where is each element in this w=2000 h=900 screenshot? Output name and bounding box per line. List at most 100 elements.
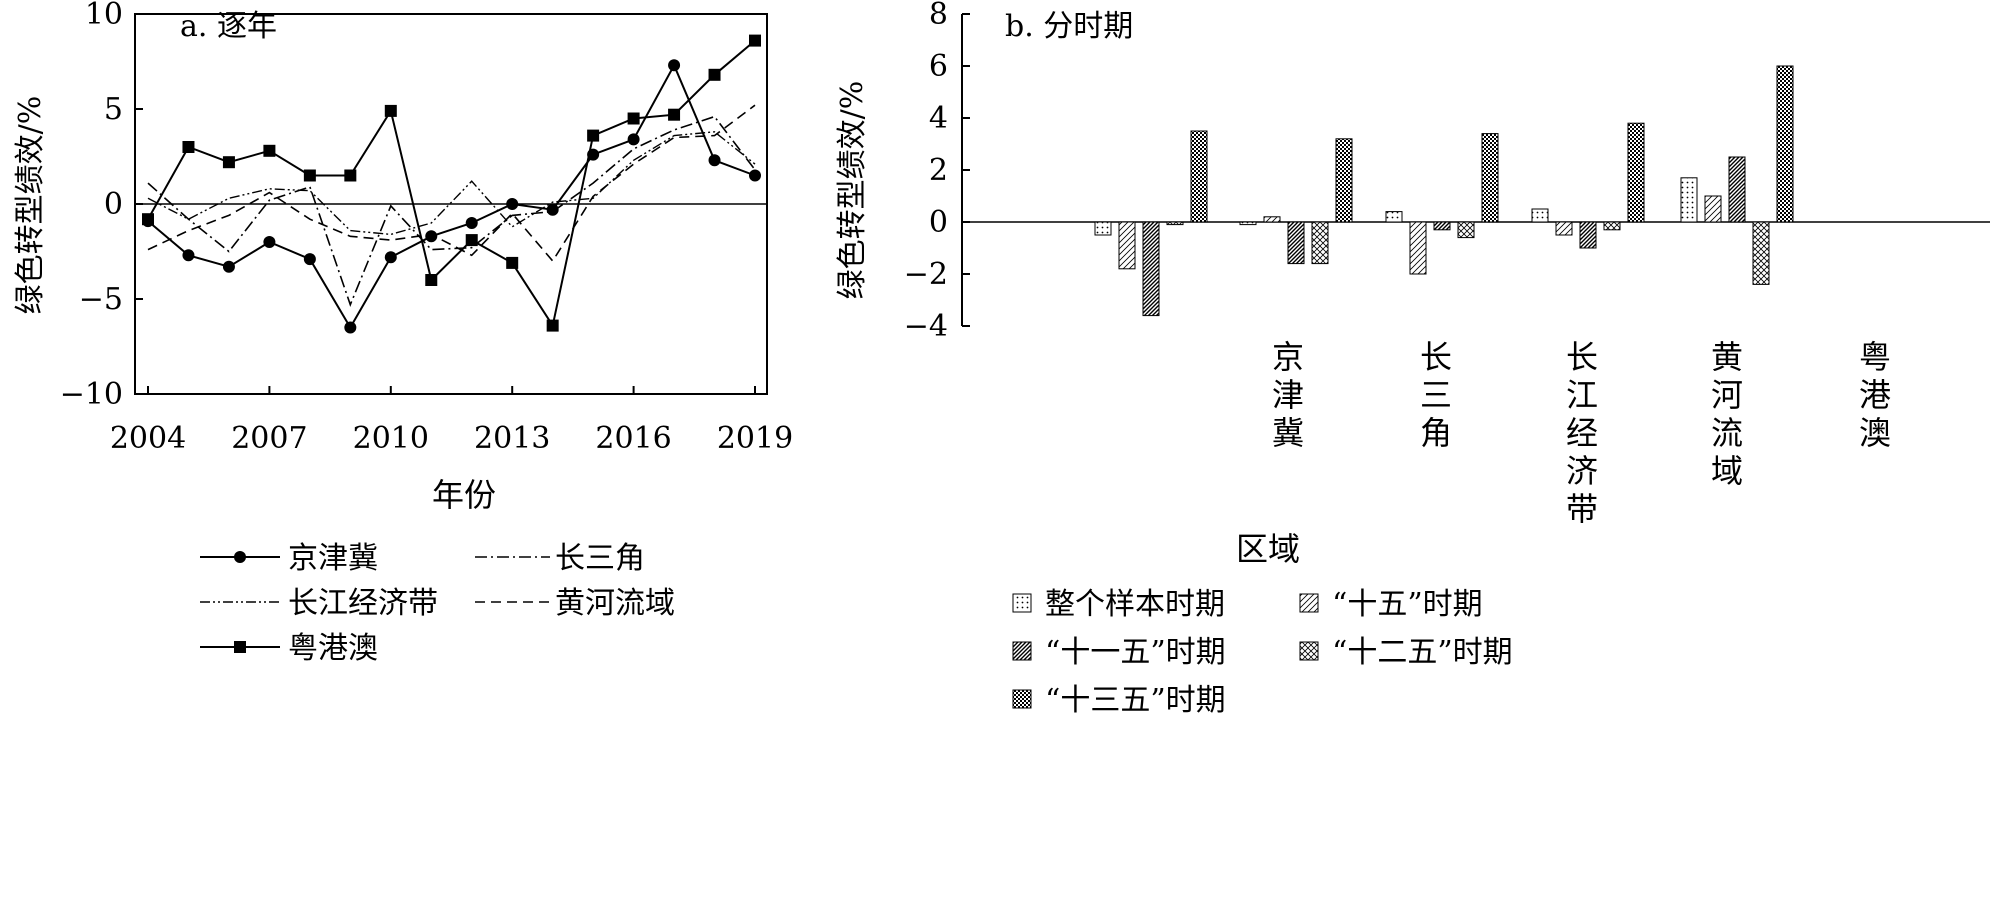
legend-label-huanghe: 黄河流域 (555, 586, 675, 621)
data-point-circle-2011 (425, 230, 438, 243)
legend-marker-jingjinji (234, 551, 246, 563)
bar-group-4 (1680, 65, 1794, 285)
category-label-char: 港 (1859, 376, 1891, 414)
bar-0-1 (1118, 221, 1136, 270)
category-label-char: 流 (1711, 414, 1743, 452)
legend-swatch-11th-fyp (1012, 641, 1032, 661)
category-label-char: 经 (1566, 414, 1598, 452)
panel-a-y-axis: 10 5 0 −5 −10 (60, 0, 767, 412)
panel-a-line-chart: a. 逐年 绿色转型绩效/% 年份 10 5 0 −5 −10 2004 2007 2010… (13, 0, 793, 514)
bar-0-3 (1166, 221, 1184, 226)
panel-b-x-axis-label: 区域 (1236, 530, 1300, 568)
legend-item-changjiang: 长江经济带 (200, 586, 438, 621)
panel-a-x-tick-label: 2016 (595, 421, 671, 456)
bar-group-1 (1239, 138, 1353, 265)
category-label-char: 黄 (1711, 338, 1743, 376)
panel-b-y-tick-label: 6 (929, 49, 948, 84)
bar-3-4 (1627, 122, 1645, 223)
legend-swatch-whole-period (1012, 593, 1032, 613)
bar-1-4 (1335, 138, 1353, 223)
category-label-char: 京 (1272, 338, 1304, 376)
panel-a-x-tick-label: 2007 (231, 421, 307, 456)
data-point-square-2010 (384, 104, 397, 117)
panel-a-y-axis-label: 绿色转型绩效/% (13, 96, 48, 315)
panel-a-y-tick-label: −10 (60, 377, 123, 412)
panel-a-x-tick-label: 2004 (110, 421, 186, 456)
category-label-1: 长三角 (1420, 338, 1452, 452)
category-label-char: 三 (1420, 376, 1452, 414)
panel-a-x-tick-label: 2010 (353, 421, 429, 456)
category-label-char: 角 (1420, 414, 1452, 452)
panel-a-x-tick-label: 2019 (717, 421, 793, 456)
category-label-4: 粤港澳 (1859, 338, 1891, 452)
data-point-circle-2007 (263, 236, 276, 248)
data-point-square-2015 (587, 129, 600, 142)
bar-0-4 (1190, 130, 1208, 223)
category-label-char: 域 (1711, 452, 1743, 490)
legend-item-12th-fyp: “十二五”时期 (1299, 635, 1513, 670)
data-point-square-2008 (303, 169, 316, 182)
bar-1-2 (1287, 221, 1305, 265)
bar-0-0 (1094, 221, 1112, 236)
bar-2-3 (1457, 221, 1475, 239)
data-point-circle-2014 (546, 203, 559, 216)
panel-a-title: a. 逐年 (180, 9, 277, 44)
category-label-char: 江 (1566, 376, 1598, 414)
series-line-2 (147, 131, 756, 236)
legend-label-10th-fyp: “十五”时期 (1332, 587, 1483, 622)
category-label-char: 济 (1566, 452, 1598, 490)
panel-a-legend: 京津冀 长三角 长江经济带 黄河流域 粤港澳 (200, 541, 675, 666)
bar-4-4 (1776, 65, 1794, 223)
bar-4-2 (1728, 156, 1746, 223)
panel-b-title: b. 分时期 (1005, 9, 1133, 44)
category-label-3: 黄河流域 (1711, 338, 1743, 490)
line-series-1 (147, 115, 756, 307)
panel-b-bars (1094, 65, 1794, 317)
legend-label-whole-period: 整个样本时期 (1045, 587, 1225, 622)
panel-a-x-axis-label: 年份 (432, 476, 496, 514)
data-point-square-2013 (506, 256, 519, 269)
bar-0-2 (1142, 221, 1160, 317)
panel-b-y-axis-label: 绿色转型绩效/% (835, 81, 870, 300)
bar-3-1 (1555, 221, 1573, 236)
data-point-circle-2013 (506, 198, 519, 210)
panel-b-legend: 整个样本时期 “十五”时期 “十一五”时期 “十二五”时期 “十三五”时期 (1012, 587, 1513, 718)
data-point-square-2017 (668, 108, 681, 121)
legend-item-changsanjiao: 长三角 (475, 541, 645, 576)
legend-label-changjiang: 长江经济带 (288, 586, 438, 621)
data-point-square-2005 (182, 141, 195, 153)
bar-2-0 (1385, 211, 1403, 223)
bar-1-3 (1311, 221, 1329, 265)
legend-swatch-10th-fyp (1299, 593, 1319, 613)
bar-4-0 (1680, 177, 1698, 223)
data-point-square-2018 (708, 68, 721, 81)
panel-b-y-tick-label: −4 (904, 309, 948, 344)
panel-a-series (142, 34, 761, 334)
data-point-square-2012 (465, 234, 478, 247)
legend-swatch-13th-fyp (1012, 689, 1032, 709)
data-point-circle-2006 (222, 260, 235, 273)
panel-b-y-tick-label: 4 (929, 101, 948, 136)
legend-marker-yuegangao (234, 641, 246, 653)
data-point-square-2011 (425, 274, 438, 286)
data-point-square-2007 (263, 144, 276, 157)
legend-label-yuegangao: 粤港澳 (288, 631, 378, 666)
bar-2-2 (1433, 221, 1451, 231)
category-label-char: 带 (1566, 490, 1598, 528)
panel-b-y-tick-label: 8 (929, 0, 948, 32)
series-line-0 (147, 63, 756, 330)
legend-label-11th-fyp: “十一五”时期 (1045, 635, 1226, 670)
series-line-1 (147, 115, 756, 307)
data-point-circle-2005 (182, 249, 195, 262)
bar-3-2 (1579, 221, 1597, 249)
category-label-char: 长 (1566, 338, 1598, 376)
panel-a-y-tick-label: −5 (79, 282, 123, 317)
category-label-char: 粤 (1859, 338, 1891, 376)
data-point-square-2014 (546, 319, 559, 332)
data-point-circle-2008 (303, 253, 316, 266)
bar-3-0 (1531, 208, 1549, 223)
data-point-square-2019 (749, 34, 761, 47)
series-line-3 (147, 104, 756, 263)
